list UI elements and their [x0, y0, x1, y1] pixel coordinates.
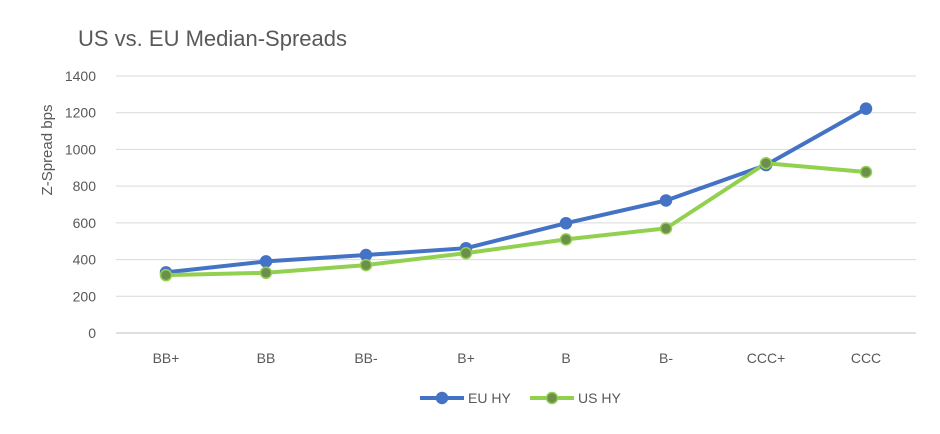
x-tick-label: CCC — [851, 350, 881, 366]
legend-label: US HY — [578, 390, 621, 406]
legend-label: EU HY — [468, 390, 511, 406]
series-group — [159, 102, 873, 282]
x-tick-label: B — [561, 350, 570, 366]
data-point — [859, 102, 873, 115]
y-axis-ticks: 0 200 400 600 800 1000 1200 1400 — [65, 68, 96, 341]
chart-title: US vs. EU Median-Spreads — [78, 26, 347, 51]
y-axis-label: Z-Spread bps — [39, 105, 56, 196]
data-point — [659, 194, 673, 207]
y-tick-label: 600 — [73, 215, 97, 231]
data-point — [159, 268, 173, 282]
data-point — [759, 156, 773, 170]
y-tick-label: 1000 — [65, 141, 96, 157]
data-point — [259, 266, 273, 280]
legend-item: US HY — [530, 390, 621, 406]
x-tick-label: BB+ — [153, 350, 180, 366]
y-tick-label: 0 — [88, 325, 96, 341]
y-tick-label: 400 — [73, 252, 97, 268]
gridlines — [116, 75, 916, 334]
data-point — [559, 233, 573, 246]
y-tick-label: 200 — [73, 288, 97, 304]
y-tick-label: 1400 — [65, 68, 96, 84]
x-tick-label: BB- — [354, 350, 378, 366]
data-point — [559, 216, 573, 230]
legend-marker — [435, 391, 449, 405]
x-axis-ticks: BB+ BB BB- B+ B B- CCC+ CCC — [153, 350, 882, 366]
data-point — [359, 258, 373, 272]
series-line — [164, 161, 868, 278]
y-tick-label: 800 — [73, 178, 97, 194]
x-tick-label: B+ — [457, 350, 475, 366]
x-tick-label: CCC+ — [747, 350, 786, 366]
x-tick-label: B- — [659, 350, 673, 366]
legend: EU HY US HY — [420, 390, 621, 406]
legend-marker — [545, 391, 559, 405]
data-point — [259, 255, 273, 268]
x-tick-label: BB — [257, 350, 276, 366]
data-point — [459, 246, 473, 260]
data-point — [659, 222, 673, 235]
y-tick-label: 1200 — [65, 105, 96, 121]
data-point — [859, 165, 873, 179]
legend-item: EU HY — [420, 390, 511, 406]
series-line — [164, 106, 868, 275]
